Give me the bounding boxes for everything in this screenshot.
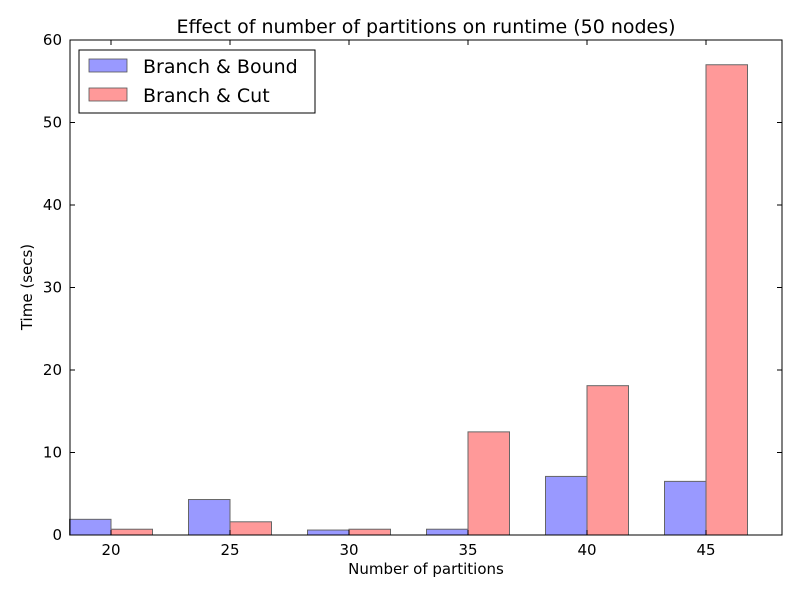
x-tick-label-35: 35 (458, 541, 477, 559)
bar-branch-bound-20 (69, 518, 112, 536)
x-tick-label-30: 30 (339, 541, 358, 559)
legend-label-branch-bound: Branch & Bound (143, 56, 298, 78)
y-tick-label: 20 (43, 361, 62, 379)
bar-branch-bound-35 (426, 528, 469, 536)
bar-branch-cut-25 (229, 521, 272, 536)
bar-branch-cut-35 (467, 431, 510, 536)
bar-branch-bound-45 (664, 480, 707, 536)
y-tick-label: 0 (52, 526, 62, 544)
x-tick-label-20: 20 (101, 541, 120, 559)
legend-swatch-branch-cut (88, 87, 128, 102)
legend: Branch & Bound Branch & Cut (78, 49, 316, 114)
bar-branch-bound-30 (307, 529, 350, 536)
y-tick-label: 40 (43, 196, 62, 214)
x-axis-label: Number of partitions (348, 560, 504, 578)
y-axis: 0 10 20 30 40 50 60 (43, 31, 782, 544)
bar-branch-cut-20 (110, 528, 153, 536)
x-tick-label-25: 25 (220, 541, 239, 559)
bar-branch-cut-30 (348, 528, 391, 536)
legend-swatch-branch-bound (88, 58, 128, 73)
plot-frame (69, 39, 783, 536)
x-tick-label-40: 40 (577, 541, 596, 559)
y-tick-label: 50 (43, 114, 62, 132)
y-axis-label: Time (secs) (18, 244, 36, 331)
x-tick-label-45: 45 (696, 541, 715, 559)
bars-group (69, 64, 748, 536)
bar-branch-bound-40 (545, 475, 588, 536)
legend-label-branch-cut: Branch & Cut (143, 85, 270, 107)
y-tick-label: 30 (43, 279, 62, 297)
y-tick-label: 10 (43, 444, 62, 462)
x-axis: 20 25 30 35 40 45 (101, 40, 716, 559)
bar-branch-bound-25 (188, 499, 231, 536)
chart-title: Effect of number of partitions on runtim… (176, 16, 675, 38)
bar-branch-cut-40 (586, 385, 629, 536)
bar-branch-cut-45 (705, 64, 748, 536)
y-tick-label: 60 (43, 31, 62, 49)
